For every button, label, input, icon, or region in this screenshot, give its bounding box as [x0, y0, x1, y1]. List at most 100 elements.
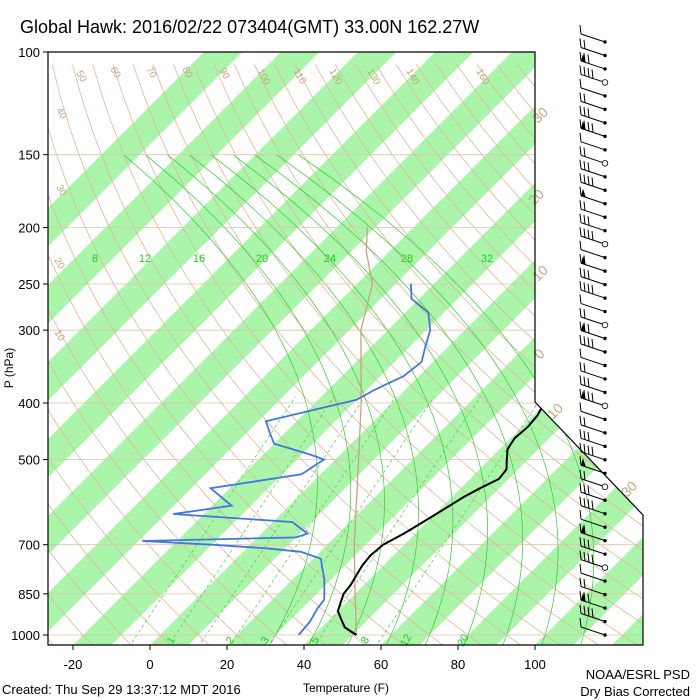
- wind-barb: [579, 577, 607, 597]
- wind-barb: [579, 550, 609, 571]
- dry-adiabat: [193, 64, 643, 645]
- wind-barb-flag: [583, 214, 586, 225]
- wind-barb-flag: [579, 415, 582, 425]
- dry-adiabat: [48, 64, 173, 645]
- wind-barb: [579, 227, 609, 248]
- created-timestamp: Created: Thu Sep 29 13:37:12 MDT 2016: [2, 682, 241, 697]
- mixing-ratio-label: 32: [481, 253, 493, 265]
- wind-barb-flag: [591, 608, 594, 618]
- wind-barb-flag: [587, 377, 590, 388]
- dry-adiabat-label: 30: [53, 183, 68, 199]
- wind-barb-shaft: [580, 545, 606, 555]
- wind-barb-station: [603, 390, 607, 395]
- isotherm-band: [48, 52, 628, 645]
- y-tick-label: 400: [18, 396, 40, 411]
- wind-barb-flag: [579, 240, 582, 250]
- dry-adiabat: [48, 64, 212, 645]
- wind-barb-shaft: [580, 451, 606, 461]
- wind-barb: [579, 213, 607, 233]
- wind-barb-flag: [587, 283, 590, 293]
- isotherm-band: [48, 52, 243, 645]
- wind-barb-station: [603, 188, 607, 192]
- mixing-ratio-bottom-label: 2: [224, 635, 237, 646]
- y-axis-label: P (hPa): [2, 348, 16, 388]
- isotherm-band: [381, 52, 643, 645]
- wind-barb-flag: [583, 174, 586, 184]
- wind-barb-flag: [591, 392, 594, 402]
- wind-barb-station: [603, 336, 607, 341]
- wind-barb-flag: [579, 51, 582, 62]
- wind-barb-station: [603, 377, 607, 381]
- wind-barb: [579, 38, 607, 58]
- wind-barb-flag: [583, 282, 586, 292]
- wind-barb-flag: [587, 175, 590, 185]
- wind-barb-station: [603, 350, 607, 354]
- wind-barb-shaft: [580, 518, 606, 528]
- wind-barb-flag: [579, 604, 582, 614]
- wind-barb: [579, 402, 607, 422]
- isotherm-band: [48, 52, 320, 645]
- wind-barb-flag: [579, 617, 582, 628]
- wind-barb-station: [603, 121, 607, 125]
- wind-barb-shaft: [580, 559, 606, 569]
- wind-barb-flag: [583, 578, 586, 588]
- mixing-ratio-bottom-label: 3: [259, 635, 272, 646]
- wind-barb-station: [603, 94, 607, 98]
- wind-barb: [579, 483, 607, 502]
- wind-barb-flag: [587, 539, 590, 549]
- x-tick-label: 80: [451, 657, 465, 672]
- wind-barb-flag: [587, 593, 590, 603]
- wind-barb-flag: [587, 324, 590, 334]
- wind-barb: [579, 496, 607, 516]
- y-tick-label: 250: [18, 277, 40, 292]
- wind-barb-shaft: [580, 87, 606, 97]
- wind-barb: [579, 415, 607, 435]
- wind-barb-flag: [583, 93, 586, 103]
- wind-barb: [579, 307, 609, 329]
- wind-barb-shaft: [580, 370, 606, 380]
- wind-barb-flag: [579, 334, 582, 345]
- wind-barb-station: [603, 538, 607, 543]
- y-tick-label: 700: [18, 538, 40, 553]
- mixing-ratio-label: 16: [193, 253, 205, 265]
- wind-barb-pennant: [581, 390, 586, 400]
- wind-barb-flag: [579, 510, 582, 520]
- dry-adiabat: [51, 64, 486, 645]
- wind-barb-flag: [587, 54, 590, 64]
- dry-adiabat: [173, 64, 643, 645]
- wind-barb-pennant: [581, 323, 586, 333]
- wind-barb-flag: [583, 430, 586, 440]
- wind-barb-flag: [587, 553, 590, 563]
- y-tick-label: 200: [18, 221, 40, 236]
- wind-barb-flag: [583, 551, 586, 561]
- wind-barb-flag: [579, 469, 582, 479]
- wind-barb: [579, 105, 607, 125]
- wind-barb-station: [603, 53, 607, 58]
- wind-barb: [579, 146, 609, 167]
- wind-barb-shaft: [580, 208, 606, 218]
- wind-barb-flag: [579, 550, 582, 560]
- wind-barb-shaft: [580, 626, 606, 636]
- wind-barb-flag: [587, 121, 590, 131]
- wind-barb: [579, 429, 607, 449]
- wind-barb-station: [603, 107, 607, 112]
- wind-barb-station: [603, 619, 607, 624]
- wind-barb-station: [603, 417, 607, 422]
- x-tick-label: 60: [374, 657, 388, 672]
- wind-barb-station: [601, 402, 609, 410]
- wind-barb-flag: [583, 268, 586, 278]
- dry-adiabat-label: 60: [107, 65, 122, 81]
- wind-barb-flag: [579, 213, 582, 223]
- x-axis-label: Temperature (F): [303, 681, 389, 695]
- x-tick-label: -20: [64, 657, 83, 672]
- dry-adiabat-label: 70: [143, 65, 158, 81]
- wind-barb-flag: [579, 590, 582, 601]
- wind-barb-flag: [587, 337, 590, 347]
- x-tick-label: 100: [524, 657, 546, 672]
- wind-barb-flag: [591, 69, 594, 79]
- wind-barb-shaft: [580, 33, 606, 43]
- wind-barb: [579, 388, 609, 410]
- wind-barb-shaft: [580, 343, 606, 353]
- wind-barb-shaft: [580, 168, 606, 178]
- wind-barb-station: [601, 240, 609, 248]
